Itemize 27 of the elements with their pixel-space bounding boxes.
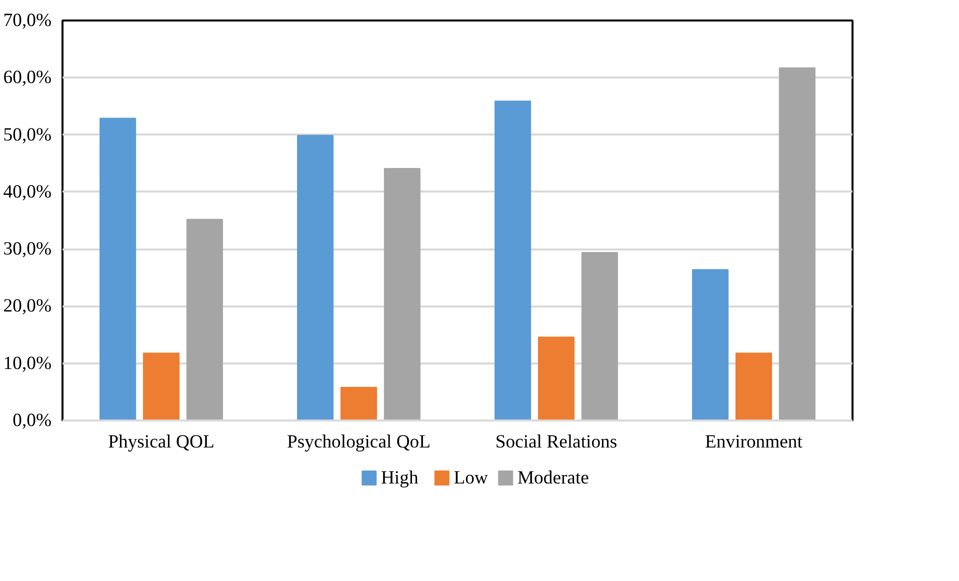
x-tick-label: Social Relations: [495, 432, 618, 452]
bar: [340, 386, 378, 420]
bar: [778, 67, 816, 420]
y-tick-label: 60,0%: [3, 67, 52, 88]
y-tick-label: 20,0%: [3, 296, 52, 317]
bar: [142, 352, 180, 420]
bar: [297, 134, 334, 420]
legend-label: High: [380, 468, 419, 488]
bar: [100, 118, 136, 420]
y-tick-label: 10,0%: [3, 352, 52, 374]
y-tick-label: 0,0%: [12, 410, 52, 431]
bar: [581, 252, 618, 420]
bar: [735, 352, 772, 420]
legend-label: Moderate: [517, 468, 589, 488]
bar: [538, 336, 575, 420]
legend-label: Low: [454, 468, 488, 488]
bar: [186, 218, 223, 420]
y-tick-label: 40,0%: [3, 181, 52, 202]
x-tick-label: Environment: [705, 432, 804, 452]
x-tick-label: Psychological QoL: [286, 432, 431, 452]
x-tick-label: Physical QOL: [108, 432, 214, 452]
y-tick-label: 30,0%: [3, 238, 52, 260]
bar: [692, 269, 729, 420]
y-tick-label: 50,0%: [3, 124, 52, 146]
y-tick-label: 70,0%: [3, 10, 52, 31]
bar: [494, 100, 532, 420]
bar: [384, 168, 420, 420]
